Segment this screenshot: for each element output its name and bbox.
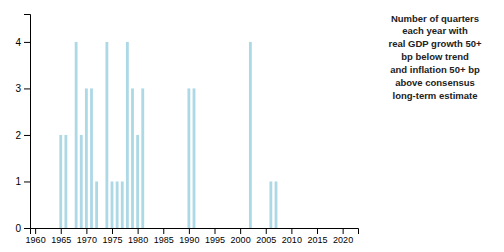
x-tick-label: 1980: [128, 235, 148, 245]
x-tick-mark: [291, 228, 292, 234]
bar: [269, 181, 272, 228]
x-tick-label: 2010: [282, 235, 302, 245]
y-tick-label: 1: [15, 176, 21, 187]
y-tick: 0: [15, 223, 30, 234]
bar: [80, 135, 83, 228]
x-tick-mark: [317, 228, 318, 234]
x-tick-mark: [215, 228, 216, 234]
x-tick-mark: [61, 228, 62, 234]
y-tick-label: 3: [15, 83, 21, 94]
x-tick: 2020: [333, 228, 353, 245]
x-tick-label: 2020: [333, 235, 353, 245]
bar: [111, 181, 114, 228]
x-tick-label: 2005: [256, 235, 276, 245]
x-tick-label: 2000: [231, 235, 251, 245]
y-tick-label: 4: [15, 37, 21, 48]
x-tick: 2010: [282, 228, 302, 245]
bar: [136, 135, 139, 228]
x-tick: 1960: [26, 228, 46, 245]
bar: [116, 181, 119, 228]
x-axis-line: [31, 229, 359, 235]
bar: [187, 88, 190, 228]
x-tick-label: 2015: [307, 235, 327, 245]
y-tick-mark: [24, 181, 30, 182]
x-axis: 1960 1965 1970 1975 1980 1985 1990 1995 2000 2005…: [26, 228, 359, 245]
bar: [59, 135, 62, 228]
x-tick-label: 1965: [51, 235, 71, 245]
annotation-line: real GDP growth 50+: [388, 38, 481, 49]
bar: [105, 42, 108, 228]
bar: [75, 42, 78, 228]
x-tick-label: 1985: [154, 235, 174, 245]
annotation: Number of quarterseach year with real GDP…: [388, 13, 481, 101]
y-tick-mark: [24, 228, 30, 229]
y-tick-label: 2: [15, 130, 21, 141]
x-tick-mark: [86, 228, 87, 234]
x-tick: 1975: [102, 228, 122, 245]
x-tick: 1985: [154, 228, 174, 245]
chart: 1960 1965 1970 1975 1980 1985 1990 1995 2000 2005…: [0, 0, 504, 252]
annotation-line: each year with: [402, 25, 468, 36]
x-tick: 1980: [128, 228, 148, 245]
x-tick: 1965: [51, 228, 71, 245]
bar: [131, 88, 134, 228]
x-tick: 2000: [231, 228, 251, 245]
bar: [275, 181, 278, 228]
bar: [141, 88, 144, 228]
y-tick: 4: [15, 37, 30, 48]
x-tick-mark: [189, 228, 190, 234]
bar: [193, 88, 196, 228]
y-tick: 2: [15, 130, 30, 141]
y-tick: 3: [15, 83, 30, 94]
y-tick-label: 0: [15, 223, 21, 234]
x-tick: 1990: [179, 228, 199, 245]
y-tick: 1: [15, 176, 30, 187]
y-tick-mark: [24, 135, 30, 136]
x-tick-label: 1990: [179, 235, 199, 245]
y-axis-line: [24, 15, 31, 229]
bar: [85, 88, 88, 228]
bar: [121, 181, 124, 228]
y-axis: 0 1 2 3 4: [15, 15, 30, 234]
annotation-line: long-term estimate: [393, 90, 478, 101]
bar: [64, 135, 67, 228]
x-tick-label: 1975: [102, 235, 122, 245]
bar: [90, 88, 93, 228]
annotation-line: bp below trend: [401, 51, 469, 62]
annotation-line: Number of quarters: [391, 13, 479, 24]
x-tick-mark: [35, 228, 36, 234]
x-tick-mark: [266, 228, 267, 234]
y-tick-mark: [24, 88, 30, 89]
x-tick-mark: [240, 228, 241, 234]
x-tick-label: 1970: [77, 235, 97, 245]
x-tick: 2005: [256, 228, 276, 245]
x-tick-mark: [138, 228, 139, 234]
x-tick-mark: [112, 228, 113, 234]
x-tick-label: 1960: [26, 235, 46, 245]
bar: [126, 42, 129, 228]
x-tick: 1970: [77, 228, 97, 245]
bar: [249, 42, 252, 228]
x-tick: 1995: [205, 228, 225, 245]
annotation-line: and inflation 50+ bp: [390, 64, 480, 75]
annotation-line: above consensus: [395, 77, 475, 88]
x-tick-mark: [163, 228, 164, 234]
bar: [95, 181, 98, 228]
x-tick-mark: [343, 228, 344, 234]
plot-area: [59, 42, 277, 228]
x-tick: 2015: [307, 228, 327, 245]
x-tick-label: 1995: [205, 235, 225, 245]
y-tick-mark: [24, 42, 30, 43]
